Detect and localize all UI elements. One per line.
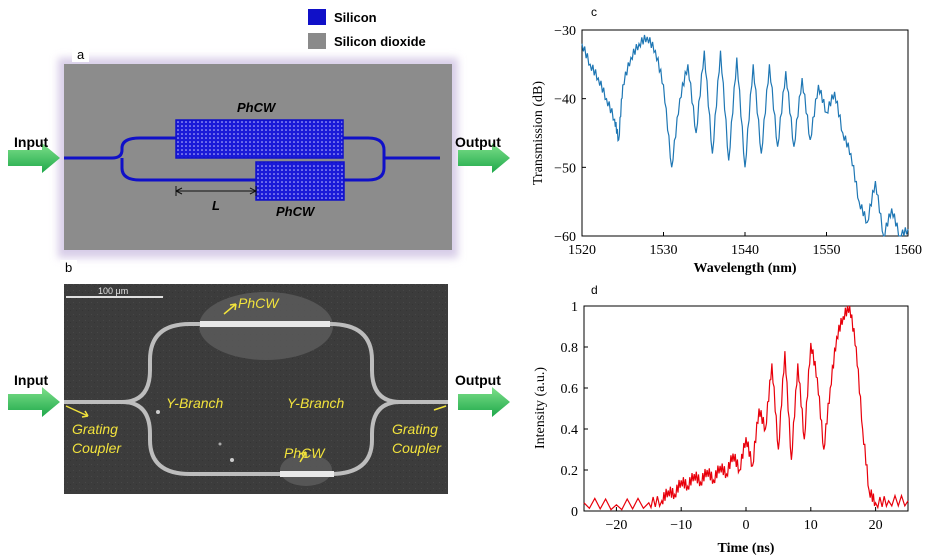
plot-area-c — [581, 29, 909, 237]
y-tick-label: −30 — [554, 24, 576, 39]
y-tick-label: 0.6 — [561, 382, 579, 397]
y-tick-label: −60 — [554, 230, 576, 245]
length-label: L — [212, 198, 220, 213]
y-tick-label: 1 — [571, 300, 578, 315]
x-tick-label: 0 — [743, 518, 750, 533]
panel-b-input-label: Input — [14, 372, 49, 388]
y-tick-label: 0 — [571, 505, 578, 520]
phcw-top-block — [175, 119, 344, 159]
legend-silicon-label: Silicon — [334, 9, 377, 25]
silicon-swatch — [308, 9, 326, 25]
intensity-chart: −20 −10 0 10 20 0 0.2 0.4 0.6 0.8 1 Time (ns) Inte… — [533, 300, 909, 556]
phcw-top-label: PhCW — [237, 100, 276, 115]
panel-c-tag: c — [591, 5, 597, 19]
sem-phcw-top-label: PhCW — [238, 295, 279, 311]
length-dimension-marker — [175, 186, 257, 196]
x-tick-label: 1550 — [813, 243, 841, 258]
sem-phcw-bottom-label: PhCW — [284, 445, 325, 461]
y-tick-label: 0.4 — [561, 423, 579, 438]
x-tick-label: 1530 — [650, 243, 678, 258]
panel-a-schematic — [8, 58, 510, 258]
x-tick-label: 1520 — [568, 243, 596, 258]
c-ylabel: Transmission (dB) — [531, 81, 546, 185]
legend-silicon-dioxide: Silicon dioxide — [308, 33, 426, 49]
grating-right-line2: Coupler — [392, 440, 442, 456]
c-xlabel: Wavelength (nm) — [693, 261, 796, 276]
x-tick-label: 1560 — [894, 243, 922, 258]
y-tick-label: −50 — [554, 161, 576, 176]
phcw-bottom-oxide-patch — [280, 454, 332, 486]
intensity-series — [583, 305, 909, 511]
grating-left-line2: Coupler — [72, 440, 122, 456]
grating-right-line1: Grating — [392, 421, 438, 437]
transmission-series — [581, 34, 909, 237]
x-tick-label: −10 — [670, 518, 692, 533]
silicon-dioxide-swatch — [308, 33, 326, 49]
output-arrow-b — [458, 387, 510, 417]
grating-coupler-right-label: Grating Coupler — [392, 420, 441, 458]
transmission-chart: 1520 1530 1540 1550 1560 −30 −40 −50 −60 Wavelen… — [531, 24, 922, 276]
phcw-bottom-block — [255, 161, 345, 201]
x-tick-label: −20 — [605, 518, 627, 533]
panel-d-tag: d — [591, 283, 598, 297]
grating-coupler-left-label: Grating Coupler — [72, 420, 121, 458]
panel-b-tag: b — [60, 260, 78, 275]
x-tick-label: 20 — [869, 518, 883, 533]
d-xlabel: Time (ns) — [718, 541, 775, 556]
panel-a-input-label: Input — [14, 134, 49, 150]
output-arrow-a — [458, 143, 510, 173]
legend-silicon: Silicon — [308, 9, 377, 25]
plot-area-d — [583, 305, 909, 512]
waveguide-paths — [64, 136, 440, 182]
y-tick-label: −40 — [554, 93, 576, 108]
y-tick-label: 0.8 — [561, 341, 579, 356]
panel-b-output-label: Output — [455, 372, 501, 388]
y-branch-left-label: Y-Branch — [166, 395, 224, 411]
y-tick-label: 0.2 — [561, 464, 579, 479]
d-ylabel: Intensity (a.u.) — [533, 367, 548, 449]
phcw-bottom-label: PhCW — [276, 204, 315, 219]
scale-bar-label: 100 μm — [98, 286, 129, 296]
panel-b-sem-image — [8, 284, 510, 494]
input-arrow-a — [8, 143, 60, 173]
d-ticks: −20 −10 0 10 20 0 0.2 0.4 0.6 0.8 1 — [561, 300, 883, 533]
legend-silicon-dioxide-label: Silicon dioxide — [334, 33, 426, 49]
input-arrow-b — [8, 387, 60, 417]
c-ticks: 1520 1530 1540 1550 1560 −30 −40 −50 −60 — [554, 24, 922, 258]
x-tick-label: 1540 — [731, 243, 759, 258]
panel-a-tag: a — [72, 47, 90, 62]
y-branch-right-label: Y-Branch — [287, 395, 345, 411]
x-tick-label: 10 — [804, 518, 818, 533]
panel-a-output-label: Output — [455, 134, 501, 150]
grating-left-line1: Grating — [72, 421, 118, 437]
